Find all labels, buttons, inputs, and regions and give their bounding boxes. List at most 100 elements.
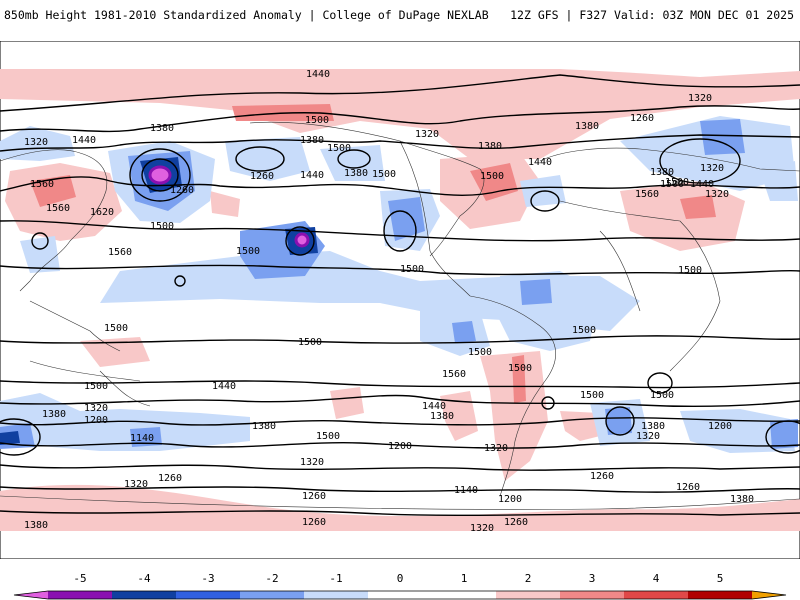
contour-label: 1260 xyxy=(630,113,654,124)
contour-label: 1500 xyxy=(316,431,340,442)
contour-label: 1380 xyxy=(344,168,368,179)
strong-positive-anomaly xyxy=(30,104,716,403)
contour-label: 1320 xyxy=(700,163,724,174)
colorbar-tick-label: -2 xyxy=(265,572,278,585)
contour-label: 1560 xyxy=(442,369,466,380)
contour-label: 1260 xyxy=(590,471,614,482)
contour-label: 1320 xyxy=(84,403,108,414)
colorbar-tick-label: 5 xyxy=(717,572,724,585)
colorbar-tick-label: -5 xyxy=(73,572,86,585)
colorbar-swatch xyxy=(624,591,689,599)
contour-label: 1500 xyxy=(84,381,108,392)
colorbar-swatches xyxy=(14,591,786,599)
contour-label: 1500 xyxy=(665,177,689,188)
colorbar-swatch xyxy=(48,591,113,599)
contour-label: 1320 xyxy=(484,443,508,454)
contour-label: 1380 xyxy=(24,520,48,531)
contour-label: 1140 xyxy=(454,485,478,496)
contour-label: 1380 xyxy=(575,121,599,132)
colorbar-tick-label: -3 xyxy=(201,572,214,585)
contour-label: 1560 xyxy=(108,247,132,258)
contour-label: 1500 xyxy=(298,337,322,348)
colorbar-swatch xyxy=(368,591,433,599)
contour-label: 1320 xyxy=(300,457,324,468)
contour-label: 1320 xyxy=(705,189,729,200)
contour-label: 1380 xyxy=(42,409,66,420)
colorbar-swatch xyxy=(560,591,625,599)
contour-label: 1320 xyxy=(470,523,494,534)
colorbar-swatch xyxy=(14,591,48,599)
contour-label: 1260 xyxy=(158,473,182,484)
contour-label: 1560 xyxy=(635,189,659,200)
contour-label: 1380 xyxy=(478,141,502,152)
contour-label: 1500 xyxy=(468,347,492,358)
contour-label: 1440 xyxy=(306,69,330,80)
contour-label: 1380 xyxy=(430,411,454,422)
contour-label: 1200 xyxy=(498,494,522,505)
map-title: 850mb Height 1981-2010 Standardized Anom… xyxy=(4,8,489,22)
colorbar-swatch xyxy=(688,591,753,599)
contour-label: 1380 xyxy=(641,421,665,432)
colorbar-swatch xyxy=(176,591,241,599)
contour-label: 1500 xyxy=(305,115,329,126)
contour-label: 1560 xyxy=(46,203,70,214)
contour-label: 1260 xyxy=(250,171,274,182)
colorbar-tick-label: 0 xyxy=(397,572,404,585)
contour-label: 1140 xyxy=(130,433,154,444)
contour-label: 1440 xyxy=(422,401,446,412)
contour-label: 1320 xyxy=(24,137,48,148)
contour-label: 1200 xyxy=(84,415,108,426)
contour-label: 1500 xyxy=(150,221,174,232)
extreme-negative-anomaly xyxy=(148,165,310,248)
contour-label: 1500 xyxy=(327,143,351,154)
anomaly-colorbar: -5 -4 -3 -2 -1 0 1 2 3 4 5 xyxy=(13,572,787,600)
contour-label: 1260 xyxy=(170,185,194,196)
contour-label: 1200 xyxy=(388,441,412,452)
contour-label: 1320 xyxy=(124,479,148,490)
colorbar-tick-label: 4 xyxy=(653,572,660,585)
colorbar-swatch xyxy=(432,591,497,599)
height-contours xyxy=(0,74,800,517)
contour-label: 1500 xyxy=(480,171,504,182)
map-panel: 1440 1500 1320 1380 1440 1320 1380 1500 … xyxy=(0,41,800,559)
contour-label: 1260 xyxy=(504,517,528,528)
colorbar-swatch xyxy=(240,591,305,599)
colorbar-tick-label: 2 xyxy=(525,572,532,585)
colorbar-tick-label: 3 xyxy=(589,572,596,585)
contour-label: 1500 xyxy=(104,323,128,334)
contour-label: 1500 xyxy=(572,325,596,336)
contour-label: 1320 xyxy=(415,129,439,140)
contour-label: 1320 xyxy=(636,431,660,442)
contour-label: 1440 xyxy=(72,135,96,146)
contour-label: 1200 xyxy=(708,421,732,432)
model-valid-time: 12Z GFS | F327 Valid: 03Z MON DEC 01 202… xyxy=(510,8,794,22)
header: 850mb Height 1981-2010 Standardized Anom… xyxy=(0,0,800,34)
colorbar-tick-labels: -5 -4 -3 -2 -1 0 1 2 3 4 5 xyxy=(73,572,723,585)
contour-label: 1380 xyxy=(650,167,674,178)
coastlines xyxy=(0,121,800,510)
colorbar-tick-label: -1 xyxy=(329,572,342,585)
contour-label: 1440 xyxy=(528,157,552,168)
contour-label: 1440 xyxy=(300,170,324,181)
colorbar-swatch xyxy=(304,591,369,599)
contour-label: 1260 xyxy=(676,482,700,493)
contour-label: 1380 xyxy=(730,494,754,505)
contour-label: 1620 xyxy=(90,207,114,218)
contour-label: 1260 xyxy=(302,491,326,502)
colorbar-tick-label: 1 xyxy=(461,572,468,585)
contour-label: 1500 xyxy=(650,390,674,401)
colorbar-swatch xyxy=(112,591,177,599)
contour-label: 1440 xyxy=(212,381,236,392)
contour-label: 1560 xyxy=(30,179,54,190)
contour-label: 1500 xyxy=(372,169,396,180)
contour-labels: 1440 1500 1320 1380 1440 1320 1380 1500 … xyxy=(24,69,754,534)
contour-label: 1440 xyxy=(690,179,714,190)
contour-label: 1500 xyxy=(508,363,532,374)
colorbar-swatch xyxy=(496,591,561,599)
contour-label: 1500 xyxy=(660,179,684,190)
colorbar-tick-label: -4 xyxy=(137,572,151,585)
colorbar-swatch xyxy=(752,591,786,599)
contour-label: 1260 xyxy=(302,517,326,528)
contour-label: 1380 xyxy=(150,123,174,134)
contour-label: 1500 xyxy=(580,390,604,401)
